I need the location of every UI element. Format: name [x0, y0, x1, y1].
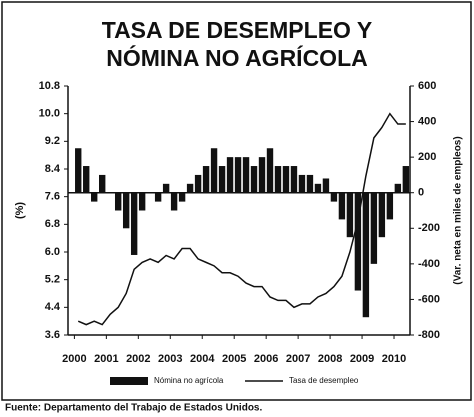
line	[77, 112, 406, 326]
y2-tick-label: -400	[418, 258, 440, 270]
y-tick-label: 6.8	[45, 218, 60, 230]
bar	[91, 192, 98, 202]
y-tick-label: 5.2	[45, 274, 60, 286]
x-tick-label: 2008	[318, 353, 342, 365]
bar	[178, 192, 186, 202]
bar	[378, 192, 386, 238]
y2-tick-label: -200	[418, 222, 440, 234]
bar	[322, 178, 330, 193]
legend-label: Nómina no agrícola	[154, 376, 224, 385]
bar	[218, 166, 226, 193]
bar	[138, 192, 146, 211]
bar	[266, 148, 274, 193]
y-tick-label: 8.4	[45, 163, 61, 175]
y2-tick-label: 200	[418, 151, 436, 163]
x-tick-label: 2007	[286, 353, 310, 365]
x-tick-label: 2006	[254, 353, 278, 365]
bar	[114, 192, 122, 211]
bar	[99, 174, 106, 193]
y-tick-label: 6.0	[45, 246, 60, 258]
x-tick-label: 2005	[222, 353, 246, 365]
bar	[154, 192, 162, 202]
bar	[354, 192, 362, 291]
x-tick-label: 2004	[190, 353, 215, 365]
y-tick-label: 4.4	[45, 301, 61, 313]
x-tick-label: 2009	[350, 353, 374, 365]
bar	[202, 166, 210, 193]
source: Fuente: Departamento del Trabajo de Esta…	[5, 403, 262, 414]
y-tick-label: 7.6	[45, 191, 60, 203]
y2-tick-label: -600	[418, 293, 440, 305]
bar	[130, 192, 138, 255]
bar	[274, 166, 282, 193]
y-tick-label: 10.8	[39, 80, 60, 92]
bar	[250, 166, 258, 193]
bar	[298, 174, 306, 193]
bar	[290, 166, 298, 193]
bar	[226, 157, 234, 193]
bar	[330, 192, 338, 202]
bar	[394, 183, 402, 193]
bar	[242, 157, 250, 193]
y-tick-label: 3.6	[45, 329, 60, 341]
y2-tick-label: 0	[418, 187, 424, 199]
bar	[234, 157, 242, 193]
y-axis-label: (%)	[14, 202, 26, 219]
bar	[170, 192, 178, 211]
x-tick-label: 2001	[94, 353, 118, 365]
bar	[314, 183, 322, 193]
bar	[186, 183, 194, 193]
bar	[362, 192, 370, 318]
chart-title: TASA DE DESEMPLEO Y NÓMINA NO AGRÍCOLA	[101, 17, 373, 71]
y2-tick-label: -800	[418, 329, 440, 341]
bar	[122, 192, 130, 229]
bar	[346, 192, 354, 238]
bar	[162, 183, 170, 193]
x-tick-label: 2002	[126, 353, 150, 365]
bar	[75, 148, 82, 193]
y2-tick-label: 400	[418, 115, 436, 127]
bar	[386, 192, 394, 220]
x-tick-label: 2010	[382, 353, 406, 365]
bar	[370, 192, 378, 264]
x-tick-label: 2000	[62, 353, 86, 365]
y2-tick-label: 600	[418, 80, 436, 92]
y-tick-label: 10.0	[39, 108, 60, 120]
frame	[1, 1, 472, 401]
legend-swatch	[110, 377, 148, 385]
bar	[194, 174, 202, 193]
bar	[338, 192, 346, 220]
x-tick-label: 2003	[158, 353, 182, 365]
bar	[83, 166, 90, 193]
bar	[306, 174, 314, 193]
legend-label: Tasa de desempleo	[289, 376, 359, 385]
bar	[258, 157, 266, 193]
bar	[402, 166, 410, 193]
bar	[282, 166, 290, 193]
y-tick-label: 9.2	[45, 135, 60, 147]
y2-axis-label: (Var. neta en miles de empleos)	[453, 136, 464, 284]
bar	[210, 148, 218, 193]
